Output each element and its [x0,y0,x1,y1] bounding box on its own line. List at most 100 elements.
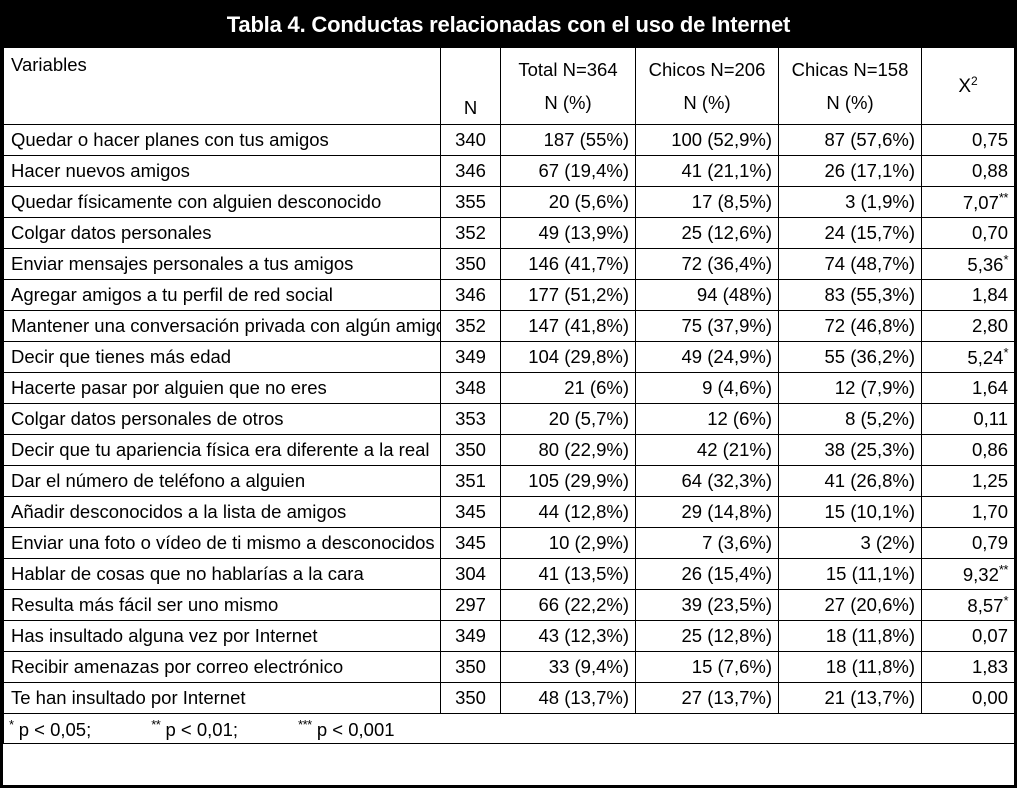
cell-chicas-text: 83 (55,3%) [824,284,916,306]
column-header-chicas-sub: N (%) [826,91,874,113]
cell-chicos-text: 64 (32,3%) [681,470,773,492]
cell-chicas: 26 (17,1%) [778,155,922,187]
cell-chicos: 9 (4,6%) [635,372,779,404]
cell-chi-square-text: 2,80 [971,315,1008,337]
cell-chicos-text: 29 (14,8%) [681,501,773,523]
cell-chicos: 25 (12,6%) [635,217,779,249]
table-row: Quedar físicamente con alguien desconoci… [3,186,1015,218]
cell-chicas-text: 18 (11,8%) [825,656,915,678]
cell-chi-square-text: 0,79 [971,532,1008,554]
cell-chicas: 38 (25,3%) [778,434,922,466]
cell-n-text: 353 [455,408,486,430]
cell-chicos-text: 39 (23,5%) [681,594,773,616]
cell-total-text: 33 (9,4%) [548,656,629,678]
cell-n: 340 [440,124,501,156]
cell-chicas-text: 8 (5,2%) [845,408,915,430]
cell-chi-square-text: 0,70 [971,222,1008,244]
cell-chicos-text: 42 (21%) [696,439,772,461]
cell-chicas: 83 (55,3%) [778,279,922,311]
cell-variable-text: Recibir amenazas por correo electrónico [11,656,344,678]
cell-variable-text: Te han insultado por Internet [11,687,246,709]
cell-n-text: 304 [455,563,486,585]
cell-total-text: 20 (5,7%) [548,408,629,430]
cell-variable-text: Decir que tienes más edad [11,346,232,368]
cell-n: 353 [440,403,501,435]
cell-total: 20 (5,6%) [500,186,636,218]
cell-chicas-text: 55 (36,2%) [824,346,916,368]
cell-total: 105 (29,9%) [500,465,636,497]
cell-n-text: 350 [455,687,486,709]
cell-variable-text: Quedar físicamente con alguien desconoci… [11,191,382,213]
cell-chi-square: 0,07 [921,620,1015,652]
table-row: Decir que tu apariencia física era difer… [3,434,1015,466]
cell-total-text: 48 (13,7%) [538,687,630,709]
cell-variable: Hablar de cosas que no hablarías a la ca… [3,558,441,590]
column-header-chicos: Chicos N=206 N (%) [635,47,779,125]
cell-chi-square: 1,83 [921,651,1015,683]
table-row: Te han insultado por Internet 350 48 (13,7… [3,682,1015,714]
cell-n: 349 [440,620,501,652]
cell-total-text: 21 (6%) [564,377,629,399]
cell-chi-square: 1,64 [921,372,1015,404]
cell-total: 66 (22,2%) [500,589,636,621]
cell-chicas-text: 24 (15,7%) [824,222,916,244]
cell-n: 304 [440,558,501,590]
cell-chicas: 87 (57,6%) [778,124,922,156]
cell-total-text: 20 (5,6%) [548,191,629,213]
cell-variable-text: Hacerte pasar por alguien que no eres [11,377,327,399]
cell-n: 345 [440,527,501,559]
cell-variable: Quedar físicamente con alguien desconoci… [3,186,441,218]
cell-variable: Te han insultado por Internet [3,682,441,714]
cell-variable-text: Has insultado alguna vez por Internet [11,625,318,647]
cell-n: 352 [440,310,501,342]
cell-chicos: 27 (13,7%) [635,682,779,714]
cell-variable: Mantener una conversación privada con al… [3,310,441,342]
cell-chicos-text: 72 (36,4%) [681,253,773,275]
cell-chicas-text: 21 (13,7%) [824,687,916,709]
cell-variable-text: Colgar datos personales de otros [11,408,284,430]
cell-n-text: 345 [455,501,486,523]
cell-chicos-text: 25 (12,8%) [681,625,773,647]
cell-chicas-text: 38 (25,3%) [824,439,916,461]
column-header-variables: Variables [3,47,441,125]
cell-chicos: 39 (23,5%) [635,589,779,621]
cell-total: 44 (12,8%) [500,496,636,528]
cell-n-text: 340 [455,129,486,151]
cell-total: 21 (6%) [500,372,636,404]
cell-chicas: 3 (2%) [778,527,922,559]
cell-total-text: 146 (41,7%) [528,253,629,275]
cell-n: 350 [440,248,501,280]
cell-chicas-text: 26 (17,1%) [824,160,916,182]
cell-total: 177 (51,2%) [500,279,636,311]
cell-n: 352 [440,217,501,249]
cell-variable-text: Agregar amigos a tu perfil de red social [11,284,333,306]
cell-n: 345 [440,496,501,528]
cell-chicas: 18 (11,8%) [778,620,922,652]
cell-variable: Decir que tienes más edad [3,341,441,373]
cell-chi-square-text: 1,70 [971,501,1008,523]
cell-variable-text: Decir que tu apariencia física era difer… [11,439,430,461]
cell-chicos-text: 49 (24,9%) [681,346,773,368]
cell-chicos-text: 9 (4,6%) [702,377,772,399]
footnote-asterisk: * [9,716,14,732]
cell-chi-square: 5,36* [921,248,1015,280]
cell-chi-square: 1,84 [921,279,1015,311]
cell-chicos-text: 27 (13,7%) [681,687,773,709]
chi-square-symbol: X [958,76,971,98]
cell-chicos: 17 (8,5%) [635,186,779,218]
table-row: Colgar datos personales de otros 353 20 (5… [3,403,1015,435]
cell-chicas: 55 (36,2%) [778,341,922,373]
cell-chicas-text: 18 (11,8%) [825,625,915,647]
significance-marker: * [1003,252,1008,268]
cell-chicas: 72 (46,8%) [778,310,922,342]
cell-n: 350 [440,651,501,683]
cell-chi-square-text: 0,00 [971,687,1008,709]
cell-total: 20 (5,7%) [500,403,636,435]
table-footer: * p < 0,05; ** p < 0,01; *** p < 0,001 [3,713,1015,744]
cell-variable: Agregar amigos a tu perfil de red social [3,279,441,311]
cell-total: 48 (13,7%) [500,682,636,714]
cell-variable: Colgar datos personales [3,217,441,249]
cell-total-text: 80 (22,9%) [538,439,630,461]
cell-variable: Quedar o hacer planes con tus amigos [3,124,441,156]
cell-n-text: 352 [455,222,486,244]
